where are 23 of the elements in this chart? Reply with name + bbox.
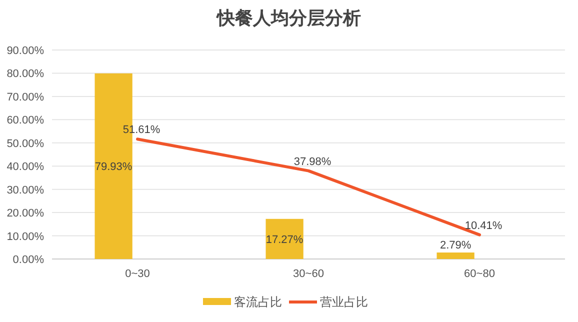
x-tick-label: 30~60 — [293, 268, 324, 280]
chart-title: 快餐人均分层分析 — [216, 8, 361, 28]
legend-label: 客流占比 — [234, 295, 282, 309]
y-tick-label: 60.00% — [6, 114, 44, 127]
y-tick-label: 70.00% — [6, 91, 44, 104]
y-tick-label: 20.00% — [6, 208, 44, 220]
y-tick-label: 10.00% — [6, 230, 44, 243]
bar — [436, 252, 474, 259]
y-tick-label: 0.00% — [12, 254, 44, 266]
bar — [266, 218, 304, 259]
x-tick-label: 0~30 — [125, 268, 150, 280]
data-label: 37.98% — [294, 156, 332, 168]
y-tick-label: 50.00% — [6, 138, 44, 150]
legend-label: 营业占比 — [320, 295, 368, 309]
y-tick-label: 30.00% — [6, 184, 44, 196]
y-tick-label: 40.00% — [6, 161, 44, 174]
data-label: 2.79% — [440, 240, 472, 252]
data-label: 17.27% — [266, 234, 304, 246]
x-tick-label: 60~80 — [464, 268, 495, 280]
y-tick-label: 80.00% — [6, 68, 44, 80]
data-label: 10.41% — [464, 220, 502, 232]
data-label: 79.93% — [94, 161, 132, 174]
y-tick-label: 90.00% — [6, 45, 44, 57]
